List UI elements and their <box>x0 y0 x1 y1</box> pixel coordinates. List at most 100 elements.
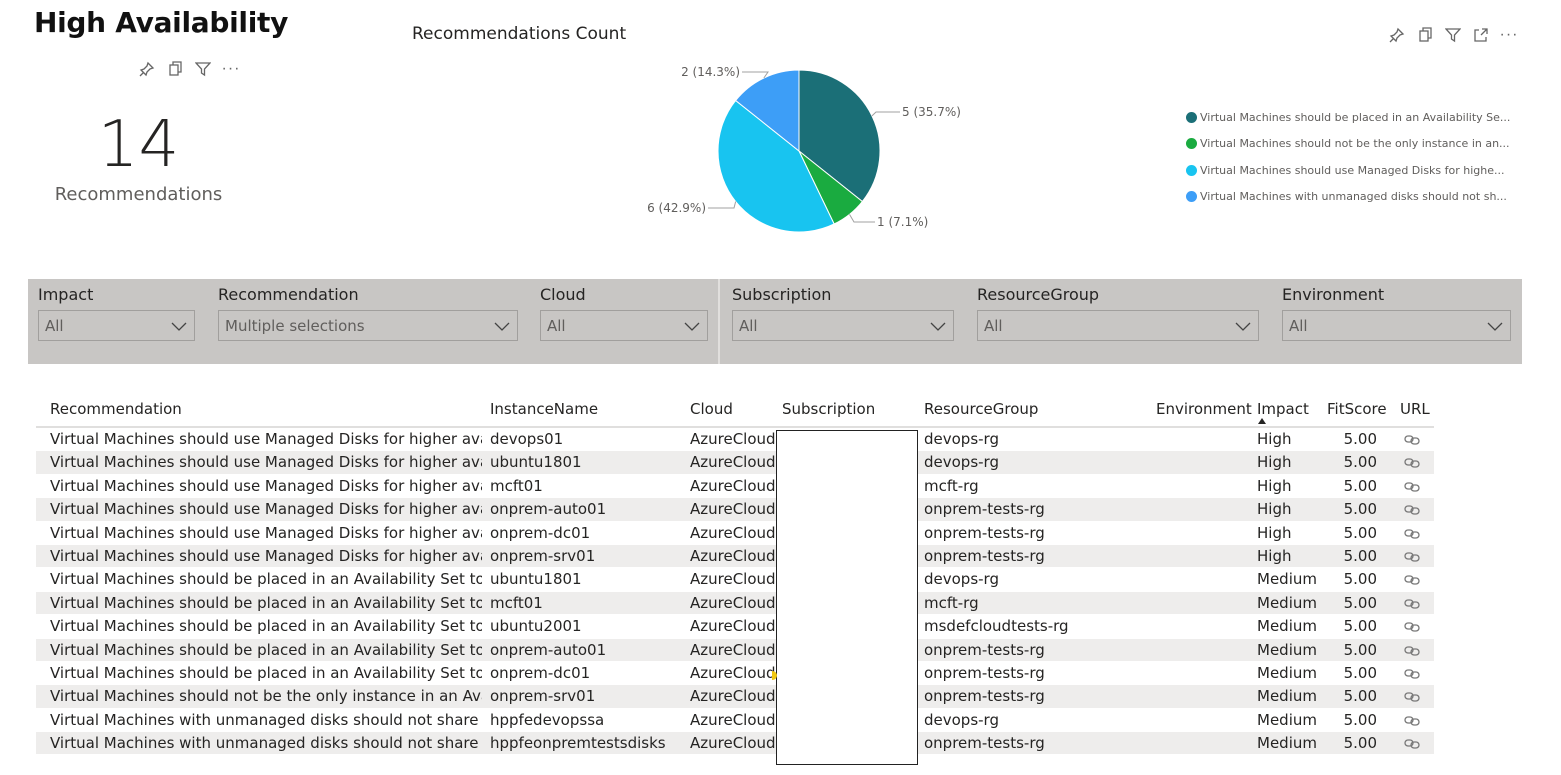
recommendation-dropdown[interactable]: Multiple selections <box>218 310 518 341</box>
link-icon[interactable] <box>1404 619 1420 637</box>
copy-icon[interactable] <box>166 60 184 78</box>
table-row[interactable]: Virtual Machines should use Managed Disk… <box>36 498 1434 522</box>
link-icon[interactable] <box>1404 455 1420 473</box>
chevron-down-icon <box>1487 322 1503 331</box>
filter-icon[interactable] <box>1444 26 1462 44</box>
header-environment[interactable]: Environment <box>1156 400 1252 418</box>
table-cell-recommendation: Virtual Machines should use Managed Disk… <box>50 430 482 448</box>
impact-dropdown[interactable]: All <box>38 310 195 341</box>
header-recommendation[interactable]: Recommendation <box>50 400 182 418</box>
table-row[interactable]: Virtual Machines with unmanaged disks sh… <box>36 709 1434 733</box>
slicer-environment: Environment All <box>1282 285 1511 341</box>
table-cell-fitscore: 5.00 <box>1343 640 1377 659</box>
pie-chart[interactable]: 5 (35.7%) 1 (7.1%) 6 (42.9%) 2 (14.3%) <box>600 50 980 250</box>
legend-item[interactable]: Virtual Machines with unmanaged disks sh… <box>1186 184 1516 211</box>
header-subscription[interactable]: Subscription <box>782 400 876 418</box>
link-icon[interactable] <box>1404 479 1420 497</box>
table-cell-recommendation: Virtual Machines should use Managed Disk… <box>50 476 482 495</box>
table-row[interactable]: Virtual Machines should use Managed Disk… <box>36 544 1434 569</box>
table-cell-instancename: ubuntu2001 <box>490 617 582 636</box>
more-options-icon[interactable]: ··· <box>221 60 241 77</box>
legend-dot <box>1186 138 1197 150</box>
subscription-dropdown[interactable]: All <box>732 310 954 341</box>
chart-title: Recommendations Count <box>412 24 627 44</box>
pie-data-label: 6 (42.9%) <box>647 201 706 215</box>
slicer-title: Recommendation <box>218 285 359 304</box>
link-icon[interactable] <box>1404 572 1420 590</box>
legend-item[interactable]: Virtual Machines should use Managed Disk… <box>1186 157 1516 184</box>
table-cell-impact: High <box>1257 476 1292 495</box>
link-icon[interactable] <box>1404 689 1420 707</box>
cloud-dropdown[interactable]: All <box>540 310 708 341</box>
link-icon[interactable] <box>1404 526 1420 544</box>
table-cell-resourcegroup: msdefcloudtests-rg <box>924 617 1069 636</box>
table-cell-impact: High <box>1257 500 1292 519</box>
table-cell-fitscore: 5.00 <box>1343 523 1377 542</box>
slicer-divider <box>718 279 720 364</box>
table-cell-resourcegroup: mcft-rg <box>924 593 979 612</box>
table-cell-impact: Medium <box>1257 734 1317 753</box>
pin-icon[interactable] <box>1388 26 1406 44</box>
table-cell-cloud: AzureCloud <box>690 476 775 495</box>
legend-item[interactable]: Virtual Machines should not be the only … <box>1186 131 1516 158</box>
more-options-icon[interactable]: ··· <box>1499 26 1519 43</box>
copy-icon[interactable] <box>1416 26 1434 44</box>
link-icon[interactable] <box>1404 736 1420 754</box>
pie-data-label: 5 (35.7%) <box>902 105 961 119</box>
legend-label: Virtual Machines should be placed in an … <box>1200 110 1511 124</box>
legend-item[interactable]: Virtual Machines should be placed in an … <box>1186 104 1516 131</box>
redacted-area <box>776 430 918 765</box>
table-row[interactable]: Virtual Machines should use Managed Disk… <box>36 475 1434 499</box>
table-row[interactable]: Virtual Machines with unmanaged disks sh… <box>36 732 1434 756</box>
table-cell-instancename: onprem-srv01 <box>490 687 596 706</box>
table-row[interactable]: Virtual Machines should use Managed Disk… <box>36 522 1434 545</box>
pie-data-label: 1 (7.1%) <box>877 215 928 229</box>
pie-slice[interactable] <box>798 69 881 203</box>
slicer-title: Environment <box>1282 285 1385 304</box>
table-cell-instancename: devops01 <box>490 430 564 448</box>
table-cell-impact: Medium <box>1257 570 1317 589</box>
table-row[interactable]: Virtual Machines should be placed in an … <box>36 638 1434 662</box>
link-icon[interactable] <box>1404 643 1420 661</box>
header-url[interactable]: URL <box>1400 400 1430 418</box>
pie-leader-line <box>849 214 875 223</box>
table-cell-instancename: onprem-dc01 <box>490 663 591 682</box>
table-cell-fitscore: 5.00 <box>1343 593 1377 612</box>
link-icon[interactable] <box>1404 549 1420 567</box>
slicer-value: Multiple selections <box>225 316 365 335</box>
link-icon[interactable] <box>1404 432 1420 450</box>
table-row[interactable]: Virtual Machines should use Managed Disk… <box>36 428 1434 452</box>
table-row[interactable]: Virtual Machines should be placed in an … <box>36 662 1434 686</box>
header-instancename[interactable]: InstanceName <box>490 400 599 418</box>
environment-dropdown[interactable]: All <box>1282 310 1511 341</box>
resourcegroup-dropdown[interactable]: All <box>977 310 1259 341</box>
table-row[interactable]: Virtual Machines should be placed in an … <box>36 615 1434 639</box>
table-cell-fitscore: 5.00 <box>1343 617 1377 636</box>
link-icon[interactable] <box>1404 666 1420 684</box>
header-resourcegroup[interactable]: ResourceGroup <box>924 400 1039 418</box>
header-fitscore[interactable]: FitScore <box>1327 400 1387 418</box>
table-row[interactable]: Virtual Machines should be placed in an … <box>36 568 1434 592</box>
link-icon[interactable] <box>1404 713 1420 731</box>
pie-slice[interactable] <box>717 99 835 233</box>
table-cell-fitscore: 5.00 <box>1343 453 1377 472</box>
filter-icon[interactable] <box>194 60 212 78</box>
chevron-down-icon <box>171 322 187 331</box>
focus-mode-icon[interactable] <box>1472 26 1490 44</box>
table-cell-fitscore: 5.00 <box>1343 734 1377 753</box>
legend-dot <box>1186 111 1197 123</box>
pie-leader-line <box>871 111 900 117</box>
header-impact[interactable]: Impact <box>1257 400 1309 418</box>
link-icon[interactable] <box>1404 502 1420 520</box>
table-row[interactable]: Virtual Machines should be placed in an … <box>36 591 1434 616</box>
header-cloud[interactable]: Cloud <box>690 400 733 418</box>
slicer-subscription: Subscription All <box>732 285 954 341</box>
link-icon[interactable] <box>1404 596 1420 614</box>
table-cell-fitscore: 5.00 <box>1343 710 1377 729</box>
table-row[interactable]: Virtual Machines should not be the only … <box>36 685 1434 709</box>
table-cell-cloud: AzureCloud <box>690 430 775 448</box>
pin-icon[interactable] <box>138 60 156 78</box>
table-cell-impact: High <box>1257 546 1292 565</box>
table-row[interactable]: Virtual Machines should use Managed Disk… <box>36 451 1434 475</box>
slicer-value: All <box>1289 316 1308 335</box>
